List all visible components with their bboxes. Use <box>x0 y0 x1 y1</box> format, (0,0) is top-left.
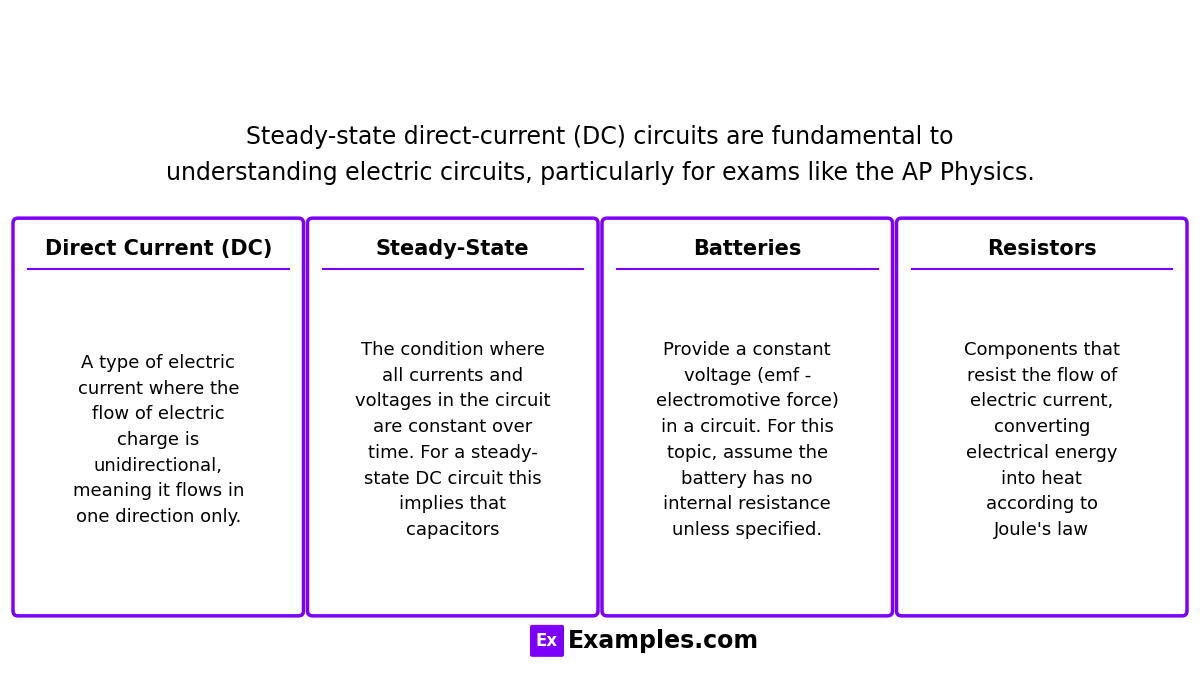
FancyBboxPatch shape <box>307 218 598 616</box>
Text: A type of electric
current where the
flow of electric
charge is
unidirectional,
: A type of electric current where the flo… <box>72 354 244 526</box>
FancyBboxPatch shape <box>13 218 304 616</box>
Text: The condition where
all currents and
voltages in the circuit
are constant over
t: The condition where all currents and vol… <box>355 341 551 539</box>
Text: Steady-state direct-current (DC) circuits are fundamental to
understanding elect: Steady-state direct-current (DC) circuit… <box>166 126 1034 185</box>
Text: Batteries: Batteries <box>694 239 802 259</box>
FancyBboxPatch shape <box>530 625 564 657</box>
Text: Examples.com: Examples.com <box>568 629 760 653</box>
Text: Direct Current (DC): Direct Current (DC) <box>44 239 272 259</box>
Text: Provide a constant
voltage (emf -
electromotive force)
in a circuit. For this
to: Provide a constant voltage (emf - electr… <box>656 341 839 539</box>
Text: Ex: Ex <box>536 632 558 650</box>
Text: Steady-State: Steady-State <box>376 239 529 259</box>
FancyBboxPatch shape <box>896 218 1187 616</box>
Text: Steady-State Direct-Current Circuits: Steady-State Direct-Current Circuits <box>2 16 1198 73</box>
Text: Resistors: Resistors <box>986 239 1097 259</box>
FancyBboxPatch shape <box>602 218 893 616</box>
Text: Components that
resist the flow of
electric current,
converting
electrical energ: Components that resist the flow of elect… <box>964 341 1120 539</box>
